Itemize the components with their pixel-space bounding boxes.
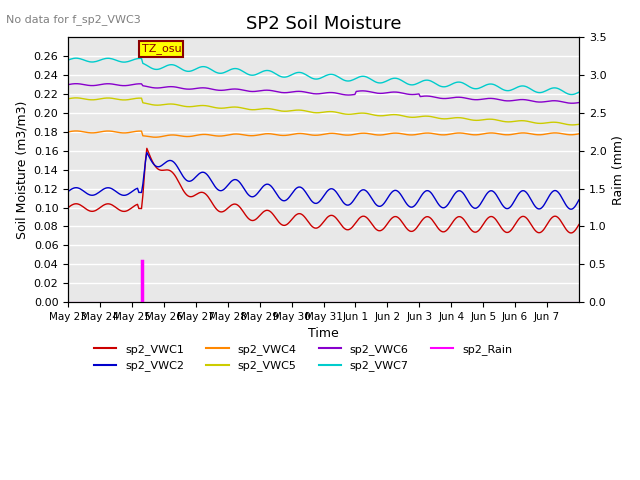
Legend: sp2_VWC1, sp2_VWC2, sp2_VWC4, sp2_VWC5, sp2_VWC6, sp2_VWC7, sp2_Rain: sp2_VWC1, sp2_VWC2, sp2_VWC4, sp2_VWC5, …: [90, 340, 516, 376]
Y-axis label: Soil Moisture (m3/m3): Soil Moisture (m3/m3): [15, 100, 28, 239]
Text: TZ_osu: TZ_osu: [141, 44, 181, 54]
Y-axis label: Raim (mm): Raim (mm): [612, 135, 625, 204]
Title: SP2 Soil Moisture: SP2 Soil Moisture: [246, 15, 401, 33]
X-axis label: Time: Time: [308, 327, 339, 340]
Text: No data for f_sp2_VWC3: No data for f_sp2_VWC3: [6, 14, 141, 25]
